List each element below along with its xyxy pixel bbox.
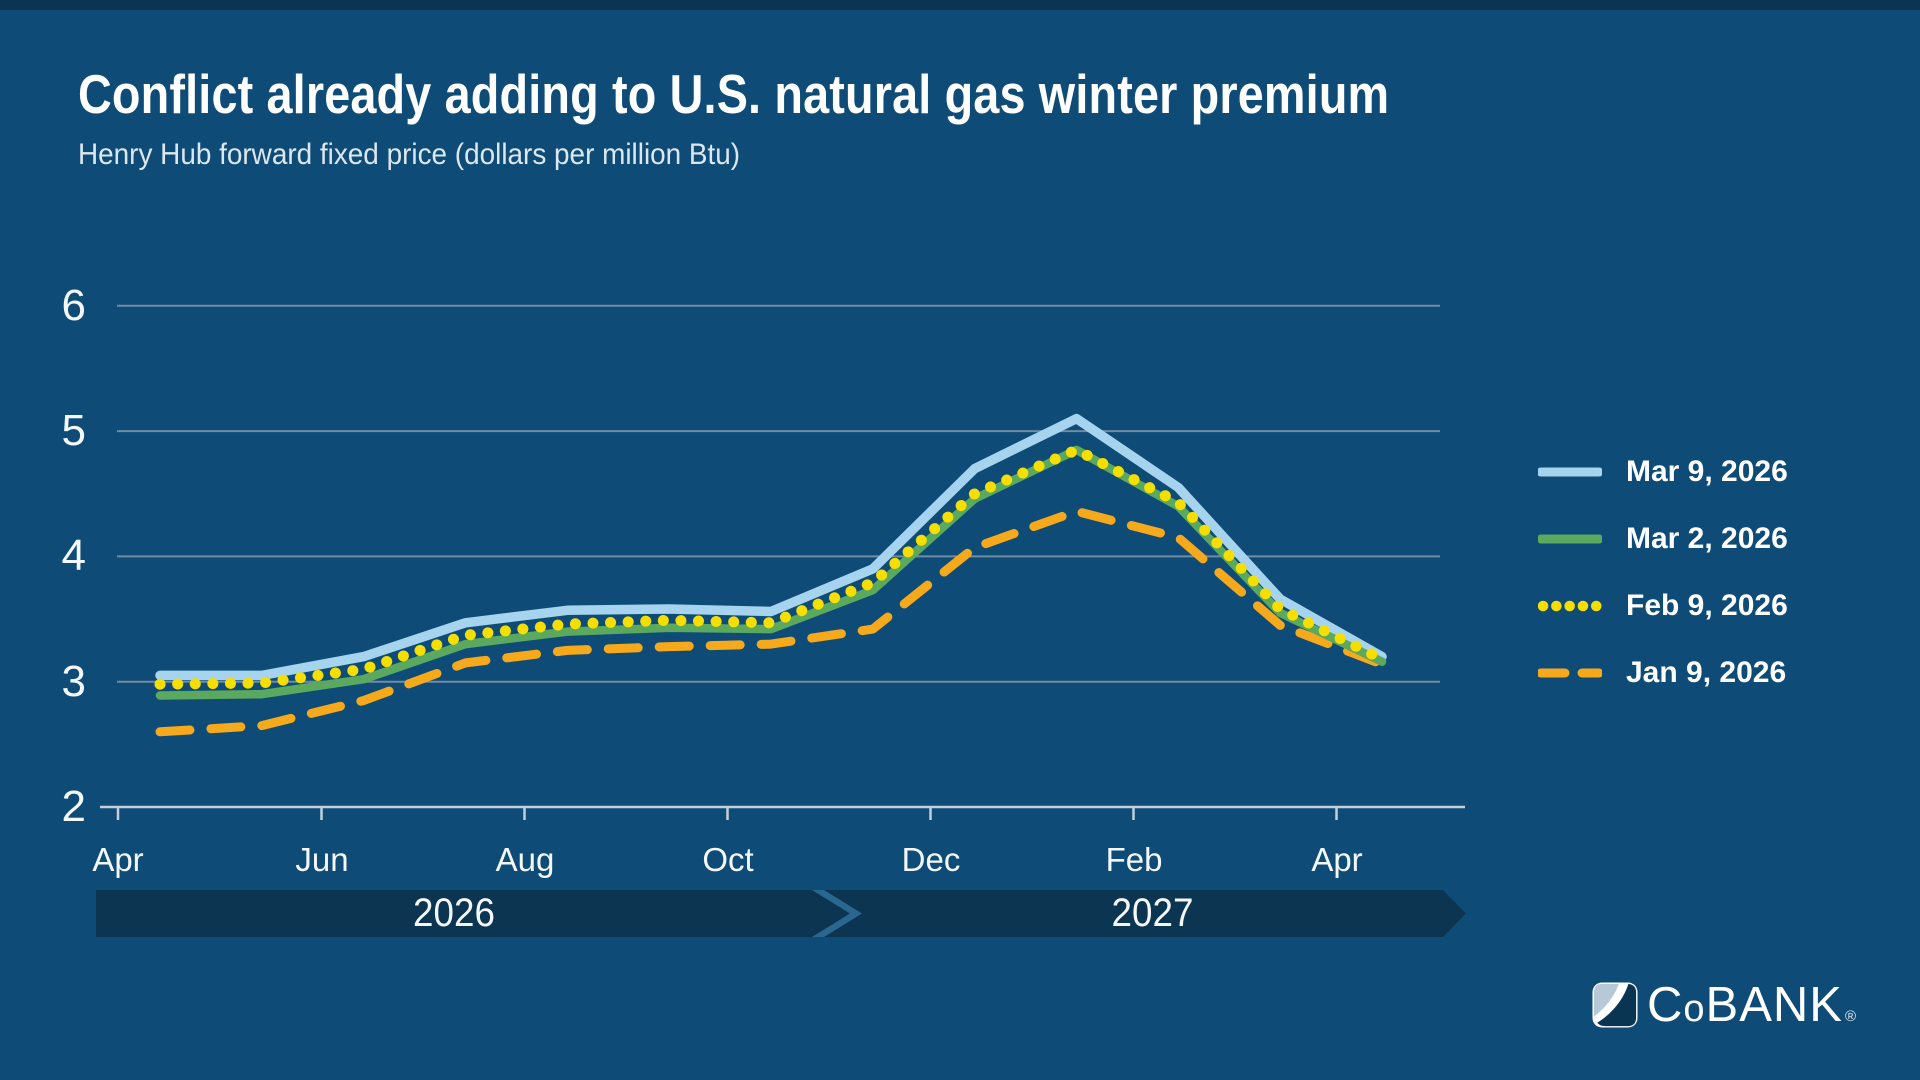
- y-tick-label-5: 5: [61, 406, 86, 455]
- x-tick-label-4-dec: Dec: [901, 841, 961, 878]
- wordmark-o: o: [1683, 988, 1706, 1030]
- top-accent-stripe: [0, 0, 1920, 10]
- x-tick-label-2-aug: Aug: [495, 841, 555, 878]
- y-tick-label-3: 3: [61, 657, 86, 706]
- registered-mark: ®: [1844, 1008, 1858, 1025]
- timeline-bar-2027: 2027: [824, 890, 1466, 937]
- x-tick-label-1-jun: Jun: [295, 841, 349, 878]
- data-series: [154, 413, 1388, 737]
- legend-item: Feb 9, 2026: [1538, 572, 1788, 639]
- legend-item: Jan 9, 2026: [1538, 639, 1788, 706]
- page-subtitle: Henry Hub forward fixed price (dollars p…: [78, 138, 741, 171]
- legend-swatch-solid-green-icon: [1538, 534, 1602, 543]
- legend-swatch-dotted-yellow-icon: [1538, 600, 1602, 611]
- y-tick-label-6: 6: [61, 281, 86, 330]
- wordmark-c: C: [1647, 978, 1684, 1032]
- legend-item: Mar 9, 2026: [1538, 438, 1788, 505]
- legend-label: Mar 9, 2026: [1626, 454, 1788, 488]
- x-tick-label-5-feb: Feb: [1105, 841, 1163, 878]
- timeline-bar-2026: 2026: [96, 890, 850, 937]
- y-tick-label-2: 2: [61, 782, 86, 831]
- x-tick-label-6-apr: Apr: [1311, 841, 1363, 878]
- cobank-logo-icon: [1592, 982, 1638, 1028]
- x-axis: [100, 805, 1465, 820]
- legend-swatch-solid-blue-icon: [1538, 467, 1602, 476]
- page-title: Conflict already adding to U.S. natural …: [78, 63, 1390, 125]
- series-line-feb-9-2026: [154, 444, 1388, 690]
- legend-label: Feb 9, 2026: [1626, 588, 1788, 622]
- timeline-year-left: 2026: [413, 891, 495, 935]
- legend-swatch-dashed-orange-icon: [1538, 668, 1602, 677]
- legend-label: Jan 9, 2026: [1626, 655, 1787, 689]
- legend-label: Mar 2, 2026: [1626, 521, 1788, 555]
- legend-item: Mar 2, 2026: [1538, 505, 1788, 572]
- legend: Mar 9, 2026 Mar 2, 2026 Feb 9, 2026 Jan …: [1538, 438, 1788, 706]
- series-line-jan-9-2026: [155, 506, 1387, 737]
- x-tick-label-3-oct: Oct: [702, 841, 754, 878]
- series-line-mar-9-2026: [155, 413, 1387, 681]
- year-timeline: 2026 2027: [96, 890, 1468, 937]
- wordmark-bank: BANK: [1705, 978, 1843, 1032]
- y-tick-label-4: 4: [61, 531, 86, 580]
- x-tick-label-0-apr: Apr: [92, 841, 144, 878]
- timeline-year-right: 2027: [1111, 891, 1194, 935]
